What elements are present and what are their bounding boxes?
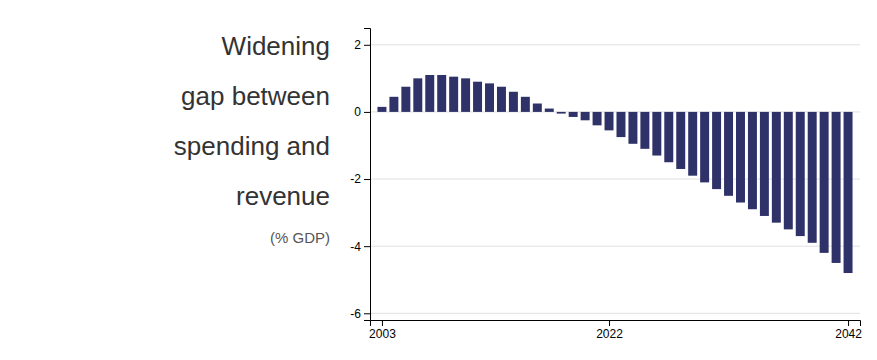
bar <box>569 112 578 117</box>
bar <box>413 78 422 112</box>
bars <box>377 75 852 273</box>
y-tick: 0 <box>354 105 370 119</box>
y-tick-label: -2 <box>350 172 361 186</box>
bar <box>700 112 709 182</box>
y-tick-label: 0 <box>354 105 361 119</box>
chart-container: -6 -4 -2 0 2 2003 2022 2042 Widening gap between s… <box>0 0 877 360</box>
bar <box>712 112 721 189</box>
y-tick-mark <box>364 246 370 247</box>
grid-line <box>370 313 860 314</box>
y-tick-mark <box>364 112 370 113</box>
y-tick: 2 <box>354 38 370 52</box>
bar <box>760 112 769 216</box>
bar <box>676 112 685 169</box>
bar <box>557 112 566 114</box>
y-tick: -2 <box>350 172 370 186</box>
bar <box>640 112 649 149</box>
title-line: gap between <box>181 81 330 111</box>
x-tick-mark <box>609 320 610 326</box>
bar <box>485 83 494 112</box>
bar <box>545 109 554 112</box>
bar <box>844 112 853 273</box>
bar <box>605 112 614 130</box>
y-tick: -4 <box>350 240 370 254</box>
x-tick-mark <box>848 320 849 326</box>
bar <box>449 77 458 112</box>
bar <box>593 112 602 125</box>
grid-line <box>370 44 860 45</box>
x-tick: 2003 <box>369 320 396 341</box>
x-tick-mark <box>382 320 383 326</box>
x-tick-label: 2022 <box>596 327 623 341</box>
y-axis-line <box>364 29 371 321</box>
bar <box>652 112 661 156</box>
bar <box>473 82 482 112</box>
x-axis: 2003 2022 2042 <box>369 320 862 341</box>
subtitle: (% GDP) <box>270 229 330 246</box>
bar <box>377 107 386 112</box>
bar <box>832 112 841 263</box>
bar <box>808 112 817 243</box>
bar <box>533 104 542 112</box>
y-tick-label: 2 <box>354 38 361 52</box>
y-tick-mark <box>364 179 370 180</box>
bar <box>389 97 398 112</box>
bar <box>772 112 781 223</box>
bar <box>521 97 530 112</box>
bar <box>748 112 757 209</box>
title-line: spending and <box>174 131 330 161</box>
bar <box>581 112 590 120</box>
y-tick-label: -4 <box>350 240 361 254</box>
bar <box>688 112 697 176</box>
grid-line <box>370 246 860 247</box>
bar <box>497 87 506 112</box>
title-line: Widening <box>222 31 330 61</box>
bar <box>796 112 805 236</box>
title-line: revenue <box>236 181 330 211</box>
x-tick-label: 2042 <box>835 327 862 341</box>
bar <box>628 112 637 144</box>
bar <box>616 112 625 137</box>
bar <box>664 112 673 162</box>
title: Widening gap between spending and revenue <box>174 31 330 211</box>
bar <box>724 112 733 196</box>
bar <box>736 112 745 203</box>
x-axis-line <box>371 321 861 327</box>
bar <box>401 87 410 112</box>
y-tick: -6 <box>350 307 370 321</box>
bar <box>509 92 518 112</box>
bar <box>461 78 470 112</box>
grid <box>370 45 860 314</box>
y-tick-mark <box>364 45 370 46</box>
chart-svg: -6 -4 -2 0 2 2003 2022 2042 Widening gap between s… <box>0 0 877 360</box>
bar <box>820 112 829 253</box>
x-tick: 2022 <box>596 320 623 341</box>
y-tick-label: -6 <box>350 307 361 321</box>
y-axis: -6 -4 -2 0 2 <box>350 29 370 321</box>
bar <box>425 75 434 112</box>
bar <box>437 75 446 112</box>
bar <box>784 112 793 229</box>
x-tick-label: 2003 <box>369 327 396 341</box>
y-tick-mark <box>364 313 370 314</box>
x-tick: 2042 <box>835 320 862 341</box>
